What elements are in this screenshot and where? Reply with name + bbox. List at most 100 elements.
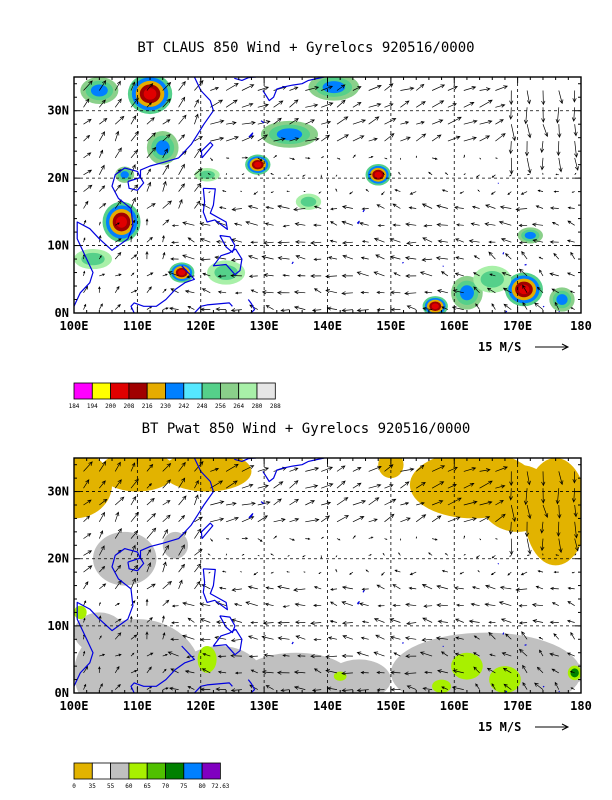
x-tick-label: 100E (60, 699, 89, 713)
wind-vector (409, 587, 416, 589)
coastline (503, 633, 504, 635)
wind-vector (232, 588, 242, 591)
wind-vector (416, 84, 424, 90)
wind-vector (194, 114, 198, 124)
coastline (443, 646, 444, 647)
wind-vector (290, 468, 298, 472)
wind-vector (290, 481, 298, 489)
y-tick-label: 30N (47, 485, 69, 499)
wind-vector (295, 223, 305, 226)
wind-vector (84, 305, 86, 310)
wind-vector (495, 120, 503, 125)
wind-vector (266, 223, 274, 226)
wind-vector (456, 273, 464, 276)
wind-vector (342, 274, 353, 277)
wind-vector (278, 256, 289, 260)
wind-vector (429, 553, 432, 556)
wind-vector (438, 620, 448, 623)
wind-vector (209, 192, 210, 193)
wind-vector (573, 91, 577, 102)
wind-vector (478, 571, 480, 572)
wind-vector (353, 136, 364, 141)
wind-vector (511, 124, 515, 140)
wind-vector (295, 290, 306, 294)
wind-vector (495, 134, 505, 142)
x-tick-label: 170E (503, 699, 532, 713)
wind-vector (254, 572, 258, 575)
wind-vector (99, 304, 102, 310)
wind-vector (226, 538, 229, 539)
wind-vector (391, 256, 401, 259)
coastline (443, 266, 444, 267)
wind-vector (131, 290, 137, 293)
wind-vector (274, 101, 283, 107)
wind-vector (258, 485, 268, 489)
wind-vector (305, 157, 309, 159)
wind-vector (290, 518, 299, 521)
wind-vector (249, 205, 258, 208)
wind-vector (219, 291, 227, 294)
wind-vector (223, 571, 226, 572)
wind-vector (283, 605, 289, 607)
x-tick-label: 160E (440, 319, 469, 333)
wind-vector (232, 639, 242, 642)
wind-vector (550, 621, 558, 624)
wind-vector (470, 240, 480, 243)
wind-vector (249, 256, 258, 260)
wind-vector (311, 621, 321, 624)
wind-vector (504, 304, 511, 309)
wind-vector (416, 515, 425, 522)
wind-vector (416, 102, 425, 108)
wind-vector (163, 515, 170, 522)
wind-vector (495, 86, 507, 91)
wind-vector (337, 466, 345, 472)
wind-vector (343, 635, 353, 639)
wind-vector (385, 134, 394, 142)
colorbar-swatch (184, 763, 202, 779)
wind-vector (353, 120, 365, 125)
wind-vector (527, 124, 531, 137)
wind-vector (271, 572, 273, 573)
wind-vector (163, 562, 167, 572)
wind-vector (391, 636, 401, 639)
wind-vector (556, 174, 559, 175)
wind-vector (146, 219, 148, 225)
wind-vector (249, 636, 258, 640)
wind-vector (194, 201, 199, 208)
wind-vector (84, 119, 92, 124)
x-tick-label: 110E (123, 699, 152, 713)
wind-vector (395, 190, 400, 192)
wind-vector (217, 621, 226, 624)
coastline (357, 221, 359, 224)
x-tick-label: 180 (570, 319, 592, 333)
wind-vector (220, 207, 226, 209)
wind-vector (457, 224, 464, 226)
wind-vector (295, 603, 305, 606)
shaded-region (199, 171, 215, 179)
wind-vector (210, 137, 223, 141)
wind-vector (246, 221, 258, 225)
wind-vector (524, 107, 528, 123)
wind-vector (266, 587, 273, 590)
wind-vector (353, 483, 361, 488)
wind-vector (287, 191, 289, 192)
wind-vector (232, 258, 242, 262)
coastline (201, 142, 212, 158)
wind-vector (572, 192, 574, 193)
wind-vector (305, 518, 319, 521)
coastline (292, 642, 293, 644)
wind-vector (391, 291, 401, 294)
wind-vector (400, 121, 408, 124)
wind-vector (314, 258, 321, 260)
wind-vector (423, 238, 432, 242)
wind-vector (495, 104, 504, 107)
wind-vector (464, 174, 465, 175)
wind-vector (99, 531, 103, 539)
wind-vector (456, 619, 464, 623)
wind-vector (399, 172, 401, 174)
wind-vector (378, 224, 384, 226)
wind-vector (519, 604, 527, 607)
wind-vector (424, 605, 432, 608)
wind-vector (242, 502, 255, 506)
wind-vector (400, 482, 409, 488)
